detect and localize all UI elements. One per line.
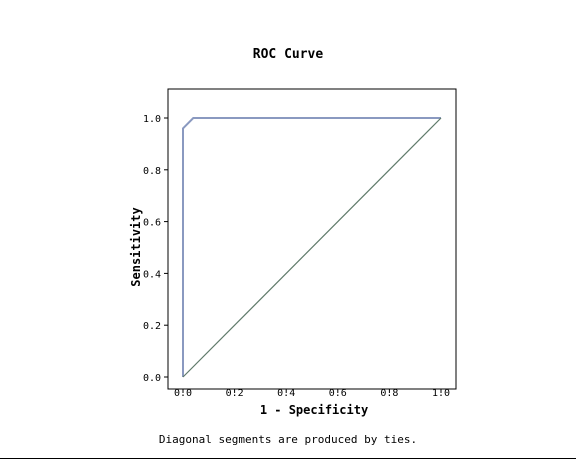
y-tick-label: 0.6 [143,218,161,229]
x-tick-label: 0.6 [329,388,347,399]
chart-footnote: Diagonal segments are produced by ties. [159,433,417,446]
x-tick-label: 0.4 [277,388,295,399]
y-tick-label: 0.4 [143,269,161,280]
y-axis: 0.0 0.2 0.4 0.6 0.8 1.0 [143,114,168,384]
x-tick-label: 0.2 [226,388,244,399]
series-layer [182,117,442,378]
x-tick-label: 0.8 [380,388,398,399]
reference-diagonal-line [182,117,442,378]
plot-area-frame [167,88,457,390]
x-tick-label: 1.0 [432,388,450,399]
x-axis: 0.0 0.2 0.4 0.6 0.8 1.0 [174,388,450,399]
y-tick-label: 0.2 [143,321,161,332]
chart-title: ROC Curve [253,47,324,62]
bottom-rule [0,458,576,459]
y-tick-label: 0.0 [143,373,161,384]
x-tick-label: 0.0 [174,388,192,399]
y-tick-label: 0.8 [143,166,161,177]
roc-curve-line [182,117,441,377]
y-axis-label: Sensitivity [129,207,143,286]
x-axis-label: 1 - Specificity [260,403,368,417]
y-tick-label: 1.0 [143,114,161,125]
